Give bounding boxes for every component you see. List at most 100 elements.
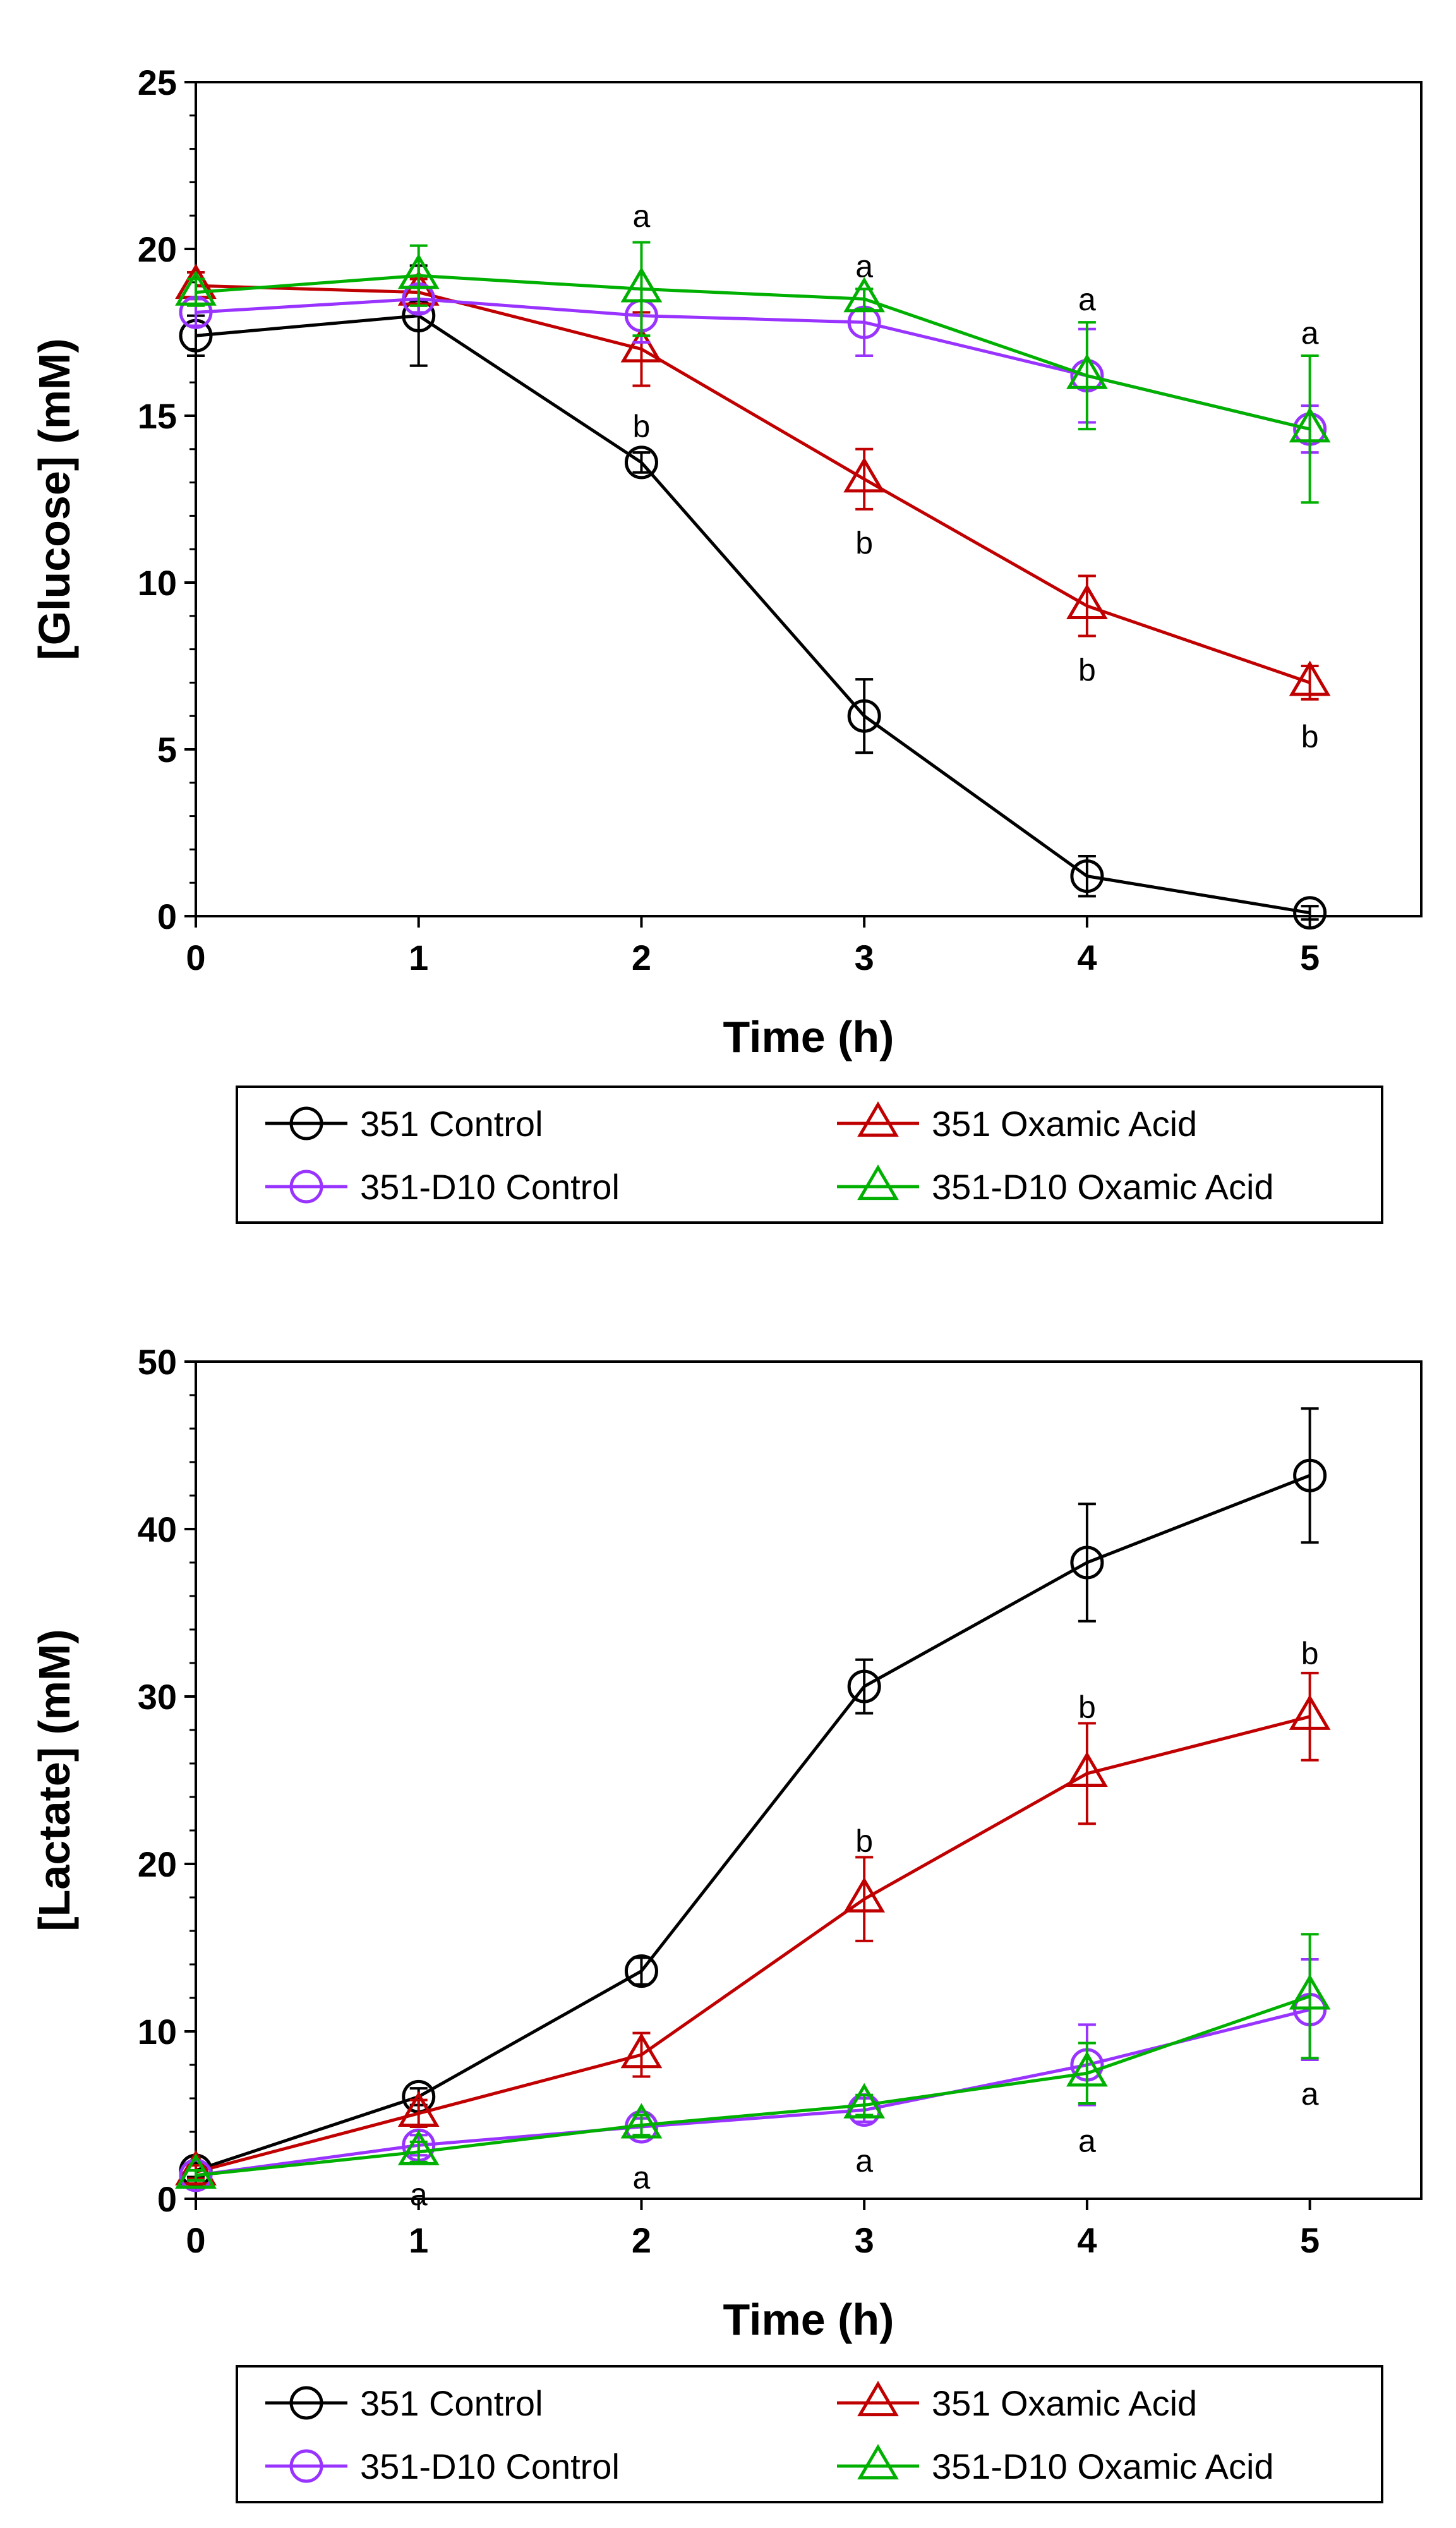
lactate-chart: 0 10 20 30 40 50 0 1 2 3 4 5 Time (h) [Lactate] (mM) a… — [30, 1342, 1423, 2503]
lactate-y-tick-label: 10 — [138, 2012, 177, 2052]
lactate-data-point — [843, 2083, 886, 2119]
lactate-significance-letter: a — [410, 2177, 428, 2212]
glucose-y-tick-label: 15 — [138, 396, 177, 436]
glucose-data-point — [1066, 353, 1108, 389]
glucose-x-tick-label: 0 — [186, 938, 205, 977]
glucose-y-tick-label: 5 — [157, 730, 177, 770]
glucose-x-tick-label: 1 — [409, 938, 428, 977]
glucose-significance-letter: b — [633, 409, 651, 444]
lactate-x-axis-label: Time (h) — [723, 2295, 894, 2344]
lactate-y-axis-label: [Lactate] (mM) — [30, 1629, 79, 1931]
lactate-series-1 — [175, 1671, 1331, 2186]
glucose-data-point — [620, 327, 663, 363]
lactate-x-tick-label: 3 — [855, 2220, 874, 2260]
glucose-significance-letter: a — [1078, 282, 1096, 317]
lactate-legend-box — [236, 2365, 1383, 2503]
glucose-legend-marker — [289, 1170, 323, 1204]
lactate-x-tick-label: 1 — [409, 2220, 428, 2260]
lactate-data-point — [1070, 1545, 1104, 1580]
lactate-legend-label: 351-D10 Control — [360, 2446, 620, 2486]
glucose-significance-letter: a — [633, 198, 651, 234]
lactate-legend-marker — [289, 2449, 323, 2483]
lactate-legend-item-2: 351-D10 Control — [265, 2446, 620, 2486]
glucose-plot-frame — [195, 81, 1423, 917]
glucose-data-point — [1289, 407, 1331, 443]
lactate-legend-marker — [857, 2381, 899, 2417]
glucose-data-point — [843, 457, 886, 493]
lactate-data-point — [179, 2158, 213, 2192]
lactate-legend-label: 351 Control — [360, 2383, 543, 2423]
lactate-x-tick-label: 0 — [186, 2220, 205, 2260]
lactate-data-point — [843, 1877, 886, 1913]
glucose-significance-letter: b — [1078, 652, 1096, 687]
lactate-plot-frame — [195, 1360, 1423, 2200]
glucose-x-tick-label: 4 — [1077, 938, 1097, 977]
lactate-series-line — [195, 2008, 1311, 2177]
glucose-y-tick-label: 10 — [138, 563, 177, 603]
lactate-data-point — [1289, 1974, 1331, 2010]
lactate-significance-letter: a — [1301, 2076, 1319, 2112]
lactate-significance-letter: a — [855, 2143, 873, 2179]
glucose-legend-item-1: 351 Oxamic Acid — [837, 1101, 1197, 1144]
glucose-legend-marker — [857, 1101, 899, 1137]
lactate-series-3 — [175, 1933, 1331, 2189]
glucose-legend-marker — [289, 1106, 323, 1140]
glucose-data-point — [397, 253, 440, 289]
glucose-data-point — [620, 267, 663, 303]
lactate-x-tick-label: 4 — [1077, 2220, 1097, 2260]
lactate-legend-label: 351-D10 Oxamic Acid — [932, 2446, 1274, 2486]
glucose-data-point — [1293, 896, 1327, 930]
glucose-y-tick-label: 25 — [138, 63, 177, 102]
lactate-y-tick-label: 20 — [138, 1844, 177, 1884]
glucose-x-tick-label: 3 — [855, 938, 874, 977]
lactate-y-tick-label: 50 — [138, 1342, 177, 1382]
glucose-legend-label: 351 Control — [360, 1104, 543, 1144]
lactate-data-point — [1289, 1694, 1331, 1730]
glucose-legend-label: 351-D10 Control — [360, 1167, 620, 1207]
lactate-data-point — [620, 2033, 663, 2069]
glucose-significance-letter: b — [1301, 719, 1319, 754]
lactate-data-point — [1066, 1751, 1108, 1787]
lactate-data-point — [847, 1669, 881, 1703]
lactate-significance-letter: b — [855, 1823, 873, 1859]
lactate-data-point — [175, 2153, 217, 2189]
glucose-y-tick-label: 0 — [157, 897, 177, 936]
lactate-significance-letter: b — [1301, 1636, 1319, 1671]
lactate-data-point — [397, 2091, 440, 2127]
lactate-legend-label: 351 Oxamic Acid — [932, 2383, 1197, 2423]
glucose-data-point — [1289, 660, 1331, 696]
lactate-y-tick-label: 30 — [138, 1677, 177, 1717]
glucose-data-point — [847, 699, 881, 733]
glucose-legend-box — [236, 1086, 1383, 1224]
glucose-x-axis-label: Time (h) — [723, 1012, 894, 1061]
glucose-series-line — [195, 284, 1311, 684]
glucose-series-line — [195, 314, 1311, 915]
lactate-legend-item-0: 351 Control — [265, 2383, 543, 2423]
glucose-x-tick-label: 5 — [1300, 938, 1320, 977]
lactate-x-tick-label: 2 — [632, 2220, 651, 2260]
lactate-significance-letter: b — [1078, 1690, 1096, 1725]
lactate-significance-letter: a — [1078, 2123, 1096, 2158]
glucose-legend-item-0: 351 Control — [265, 1104, 543, 1144]
glucose-x-tick-label: 2 — [632, 938, 651, 977]
lactate-data-point — [624, 1954, 658, 1988]
lactate-data-point — [620, 2103, 663, 2139]
glucose-legend-item-2: 351-D10 Control — [265, 1167, 620, 1207]
glucose-significance-letter: a — [855, 248, 873, 284]
glucose-data-point — [175, 270, 217, 306]
lactate-data-point — [1066, 2051, 1108, 2087]
lactate-legend-item-3: 351-D10 Oxamic Acid — [837, 2444, 1274, 2486]
lactate-y-tick-label: 0 — [157, 2179, 177, 2219]
lactate-legend-item-1: 351 Oxamic Acid — [837, 2381, 1197, 2423]
glucose-legend-label: 351-D10 Oxamic Acid — [932, 1167, 1274, 1207]
glucose-chart: 0 5 10 15 20 25 0 1 2 3 4 5 Time (h) [Glucose] (mM) a b… — [30, 63, 1423, 1224]
glucose-legend-label: 351 Oxamic Acid — [932, 1104, 1197, 1144]
lactate-data-point — [175, 2150, 217, 2186]
glucose-series-line — [195, 274, 1311, 431]
glucose-significance-letter: b — [855, 526, 873, 561]
glucose-legend-marker — [857, 1164, 899, 1200]
lactate-significance-letter: a — [633, 2160, 651, 2196]
lactate-series-line — [195, 1473, 1311, 2172]
